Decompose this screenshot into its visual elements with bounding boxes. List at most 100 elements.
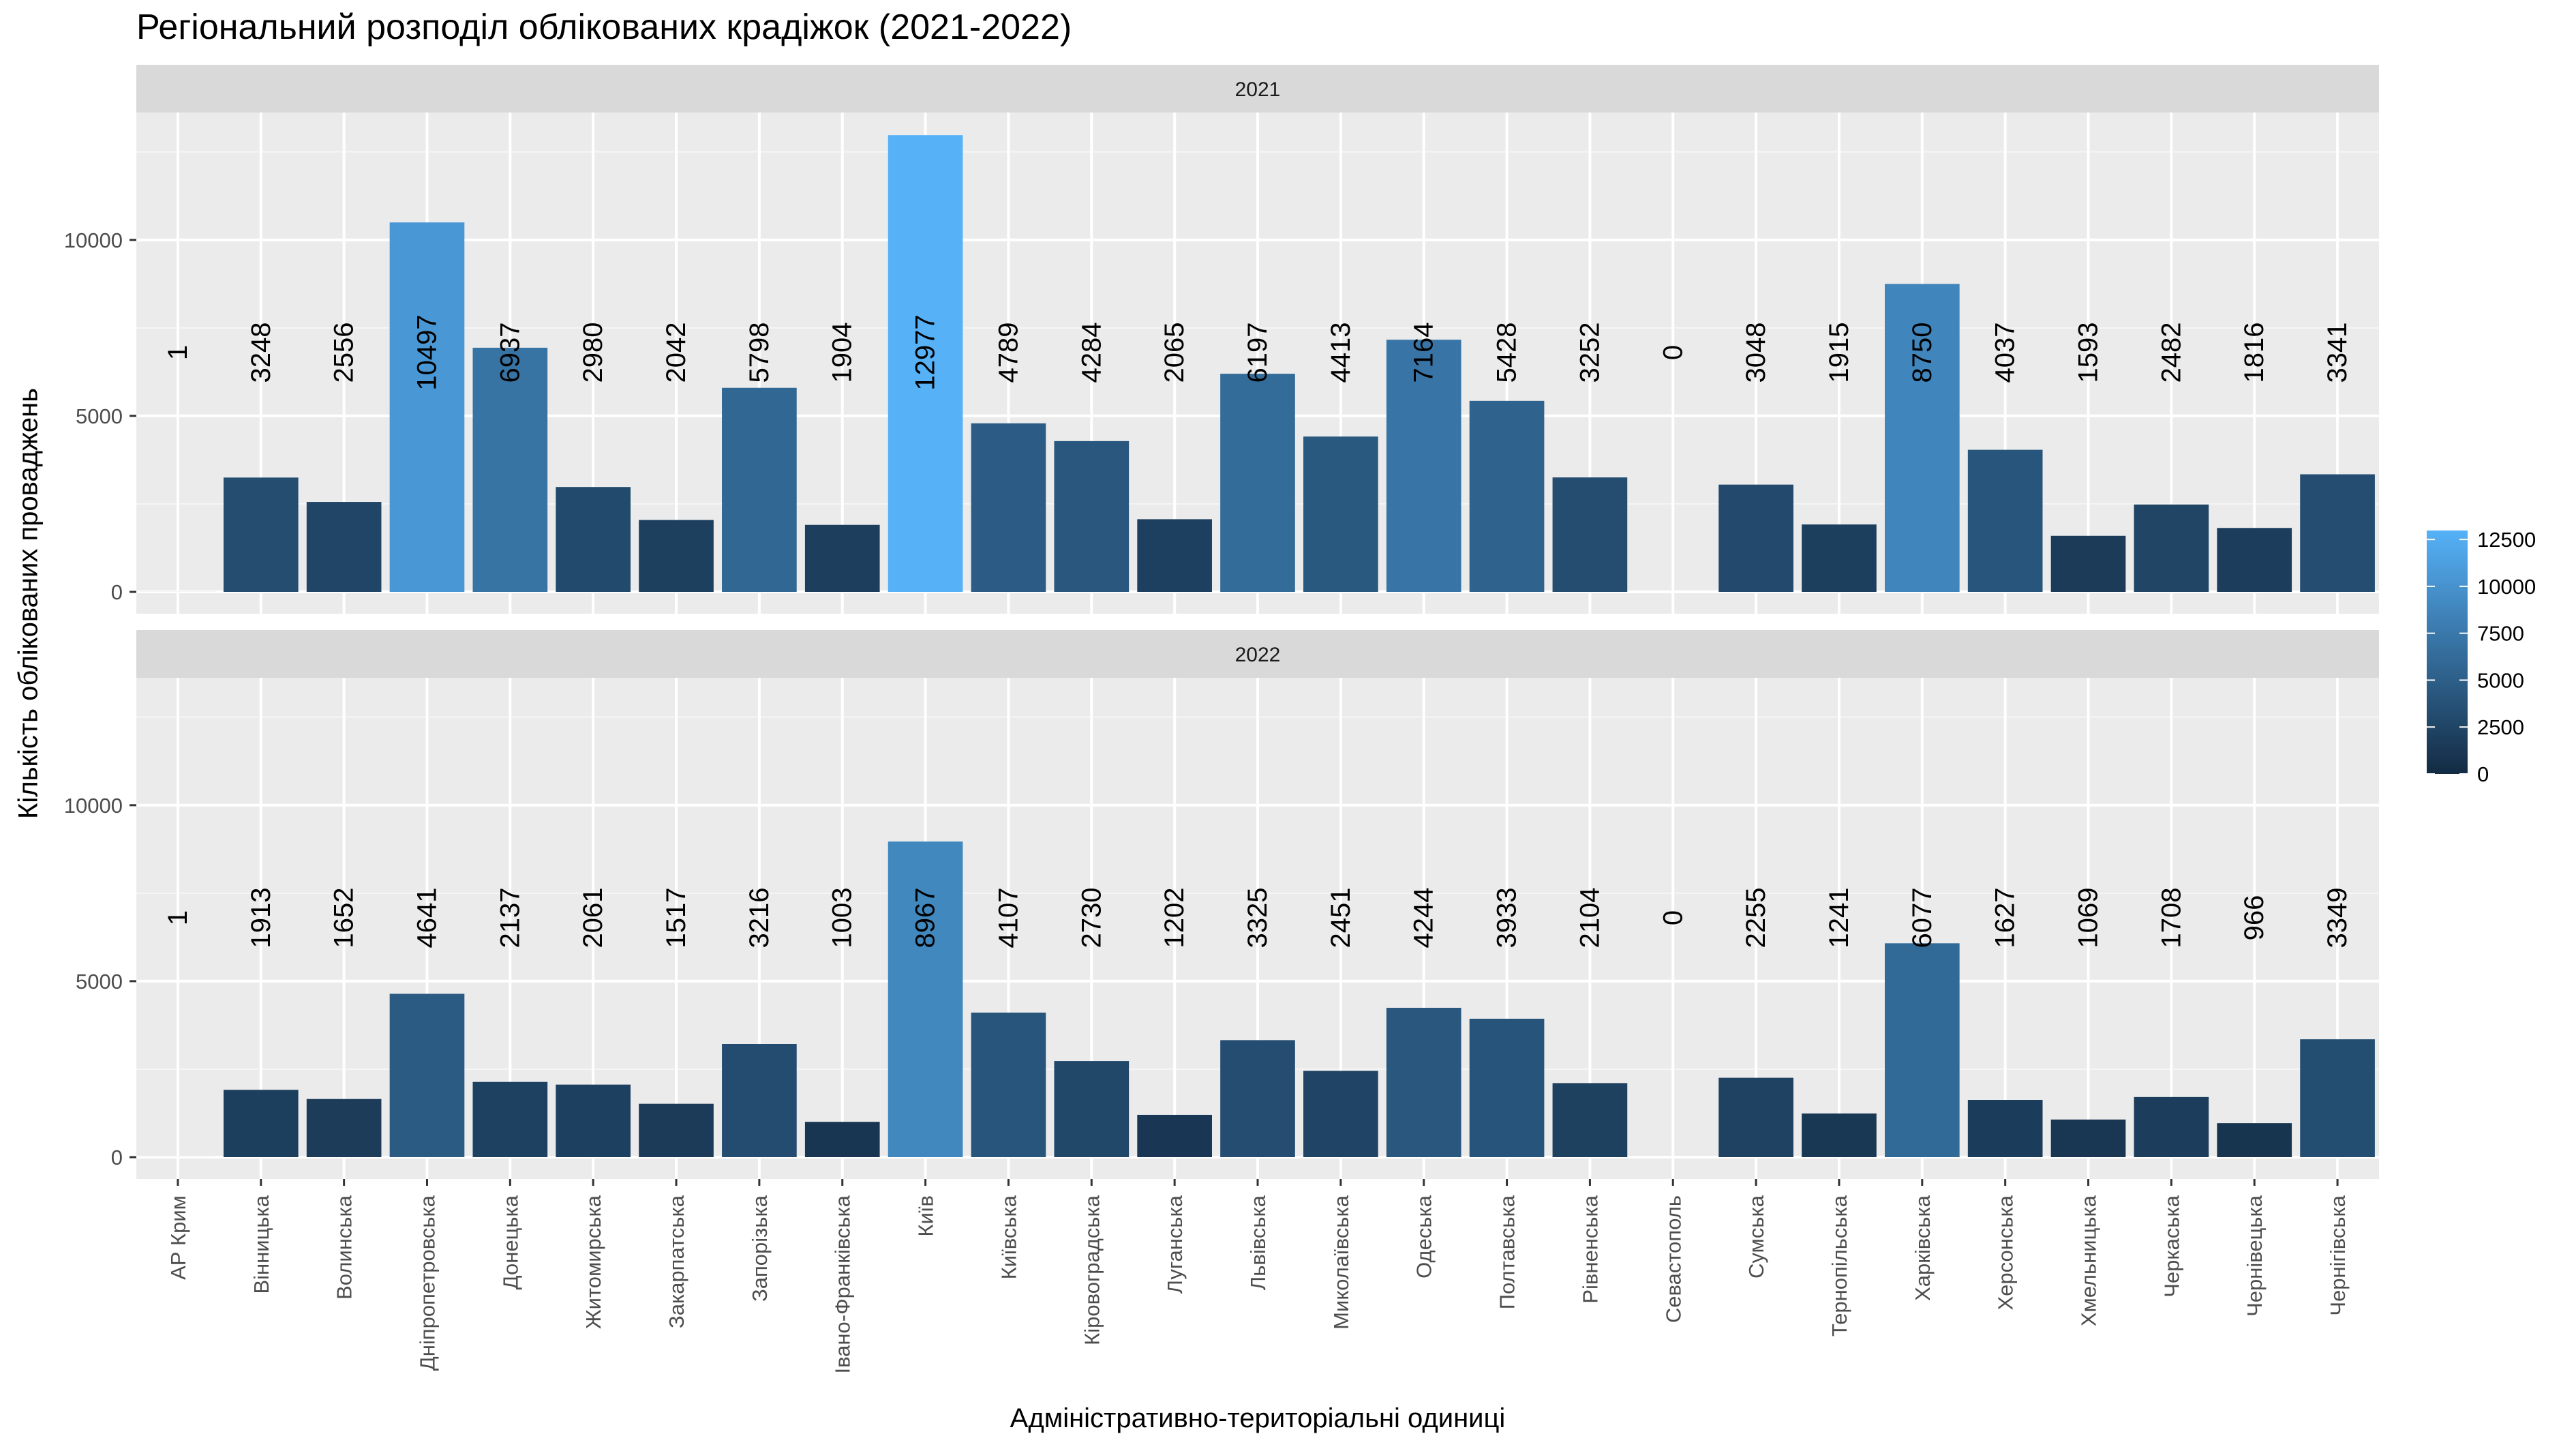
bar xyxy=(556,1084,631,1157)
data-label: 1202 xyxy=(1160,888,1189,948)
data-label: 4641 xyxy=(412,888,442,948)
bar xyxy=(2134,504,2209,592)
data-label: 4037 xyxy=(1990,323,2020,383)
data-label: 2556 xyxy=(329,323,359,383)
bar xyxy=(1884,943,1960,1157)
legend-tick-label: 0 xyxy=(2477,762,2489,786)
data-label: 2980 xyxy=(578,323,608,383)
bar xyxy=(1967,449,2043,592)
bar xyxy=(306,502,382,592)
bar xyxy=(888,841,963,1157)
y-tick-label: 5000 xyxy=(76,970,123,994)
data-label: 4284 xyxy=(1076,323,1106,383)
legend-colorbar xyxy=(2427,531,2468,774)
x-tick-label: Полтавська xyxy=(1496,1195,1519,1309)
x-tick-label: Луганська xyxy=(1163,1195,1187,1294)
x-tick-label: Миколаївська xyxy=(1329,1195,1353,1330)
bar xyxy=(2050,535,2126,592)
data-label: 1904 xyxy=(828,323,858,383)
chart-title: Регіональний розподіл облікованих крадіж… xyxy=(136,8,1072,47)
bar xyxy=(804,524,880,592)
data-label: 3252 xyxy=(1575,323,1605,383)
bar xyxy=(1054,1061,1130,1157)
bar xyxy=(223,1090,299,1157)
x-tick-label: Чернівецька xyxy=(2243,1195,2267,1317)
facet-strip-label: 2021 xyxy=(1235,78,1281,101)
y-tick-label: 10000 xyxy=(64,228,123,252)
data-label: 2482 xyxy=(2156,323,2186,383)
x-tick-label: Дніпропетровська xyxy=(415,1195,439,1371)
data-label: 4107 xyxy=(993,888,1023,948)
data-label: 3048 xyxy=(1741,323,1771,383)
data-label: 1593 xyxy=(2074,323,2104,383)
bar xyxy=(1802,524,1877,592)
data-label: 12977 xyxy=(911,314,941,390)
data-label: 3248 xyxy=(246,323,276,383)
bar xyxy=(556,487,631,592)
y-tick-label: 0 xyxy=(111,1146,123,1169)
data-label: 2451 xyxy=(1326,888,1356,948)
bar xyxy=(1884,284,1960,592)
x-tick-label: Черкаська xyxy=(2160,1195,2183,1298)
data-label: 1816 xyxy=(2239,323,2269,383)
data-label: 1003 xyxy=(828,888,858,948)
x-tick-label: Харківська xyxy=(1911,1195,1935,1301)
bar xyxy=(971,423,1046,592)
data-label: 4244 xyxy=(1409,888,1439,948)
x-tick-label: Рівненська xyxy=(1578,1195,1602,1303)
bar xyxy=(1469,1018,1545,1157)
data-label: 3216 xyxy=(744,888,774,948)
facet-strip-label: 2022 xyxy=(1235,644,1281,666)
data-label: 0 xyxy=(1658,345,1688,360)
bar xyxy=(1967,1100,2043,1157)
data-label: 2042 xyxy=(661,323,691,383)
data-label: 1627 xyxy=(1990,888,2020,948)
data-label: 1069 xyxy=(2074,888,2104,948)
bar xyxy=(1552,477,1628,592)
bar xyxy=(306,1099,382,1157)
bar xyxy=(1386,1007,1461,1157)
bar xyxy=(1469,400,1545,592)
data-label: 6937 xyxy=(495,323,525,383)
y-tick-label: 0 xyxy=(111,580,123,604)
data-label: 5428 xyxy=(1492,323,1522,383)
data-label: 1517 xyxy=(661,888,691,948)
legend-tick-label: 10000 xyxy=(2477,575,2536,599)
x-tick-label: Херсонська xyxy=(1994,1195,2018,1310)
data-label: 6077 xyxy=(1907,888,1937,948)
bar xyxy=(1718,1077,1793,1157)
x-tick-label: Запорізька xyxy=(748,1195,772,1302)
data-label: 1652 xyxy=(329,888,359,948)
data-label: 1915 xyxy=(1824,323,1854,383)
data-label: 3325 xyxy=(1243,888,1273,948)
data-label: 0 xyxy=(1658,910,1688,925)
data-label: 3341 xyxy=(2322,323,2352,383)
x-tick-label: Київська xyxy=(997,1195,1020,1279)
data-label: 1241 xyxy=(1824,888,1854,948)
bar xyxy=(2217,1123,2292,1157)
x-tick-label: АР Крим xyxy=(166,1195,190,1280)
bar xyxy=(1303,436,1378,592)
data-label: 10497 xyxy=(412,314,442,390)
data-label: 1 xyxy=(163,910,193,925)
bar xyxy=(639,1103,714,1157)
legend-tick-label: 2500 xyxy=(2477,715,2524,739)
legend-tick-label: 12500 xyxy=(2477,528,2536,552)
x-tick-label: Одеська xyxy=(1412,1195,1436,1279)
bar xyxy=(1552,1083,1628,1157)
data-label: 2104 xyxy=(1575,888,1605,948)
x-tick-label: Кіровоградська xyxy=(1080,1195,1104,1345)
facet-strip xyxy=(136,65,2379,113)
data-label: 2255 xyxy=(1741,888,1771,948)
data-label: 8967 xyxy=(911,888,941,948)
data-label: 6197 xyxy=(1243,323,1273,383)
data-label: 8750 xyxy=(1907,323,1937,383)
bar xyxy=(804,1122,880,1157)
x-tick-label: Івано-Франківська xyxy=(831,1195,855,1373)
bar xyxy=(1220,374,1295,592)
bar xyxy=(2050,1119,2126,1157)
y-tick-label: 10000 xyxy=(64,794,123,818)
bar xyxy=(1303,1071,1378,1157)
x-tick-label: Чернігівська xyxy=(2326,1195,2350,1315)
